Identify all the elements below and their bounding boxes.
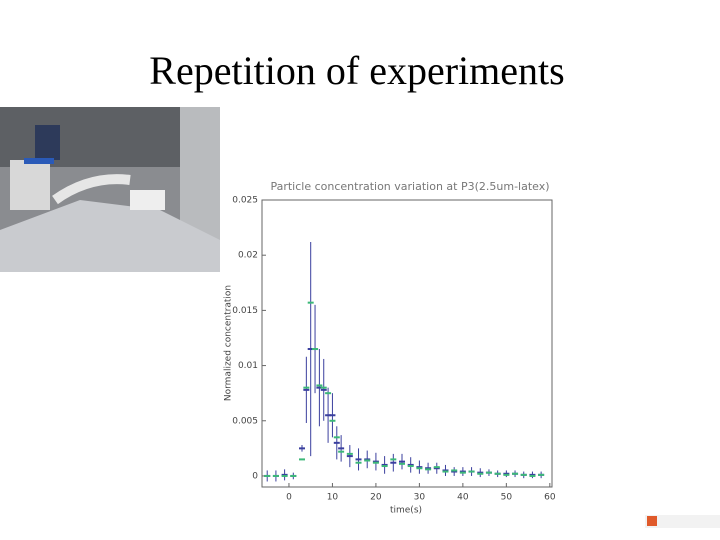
x-tick-label: 40 (457, 493, 469, 503)
y-tick-label: 0 (252, 471, 258, 481)
photo (0, 107, 220, 272)
y-tick-label: 0.02 (238, 251, 258, 261)
y-tick-label: 0.025 (232, 196, 258, 206)
x-tick-label: 50 (501, 493, 513, 503)
x-tick-label: 20 (370, 493, 382, 503)
x-tick-label: 30 (414, 493, 426, 503)
y-axis-label: Normalized concentration (224, 285, 234, 401)
x-tick-label: 0 (286, 493, 292, 503)
taskbar-icons (645, 515, 720, 528)
plot-frame (261, 199, 553, 488)
y-tick-label: 0.01 (238, 361, 258, 371)
y-tick-label: 0.005 (232, 416, 258, 426)
x-tick-label: 60 (544, 493, 556, 503)
x-axis-label: time(s) (390, 506, 422, 516)
x-tick-label: 10 (327, 493, 339, 503)
slide-title: Repetition of experiments (149, 48, 564, 93)
chart-title: Particle concentration variation at P3(2… (270, 180, 549, 193)
y-tick-label: 0.015 (232, 306, 258, 316)
